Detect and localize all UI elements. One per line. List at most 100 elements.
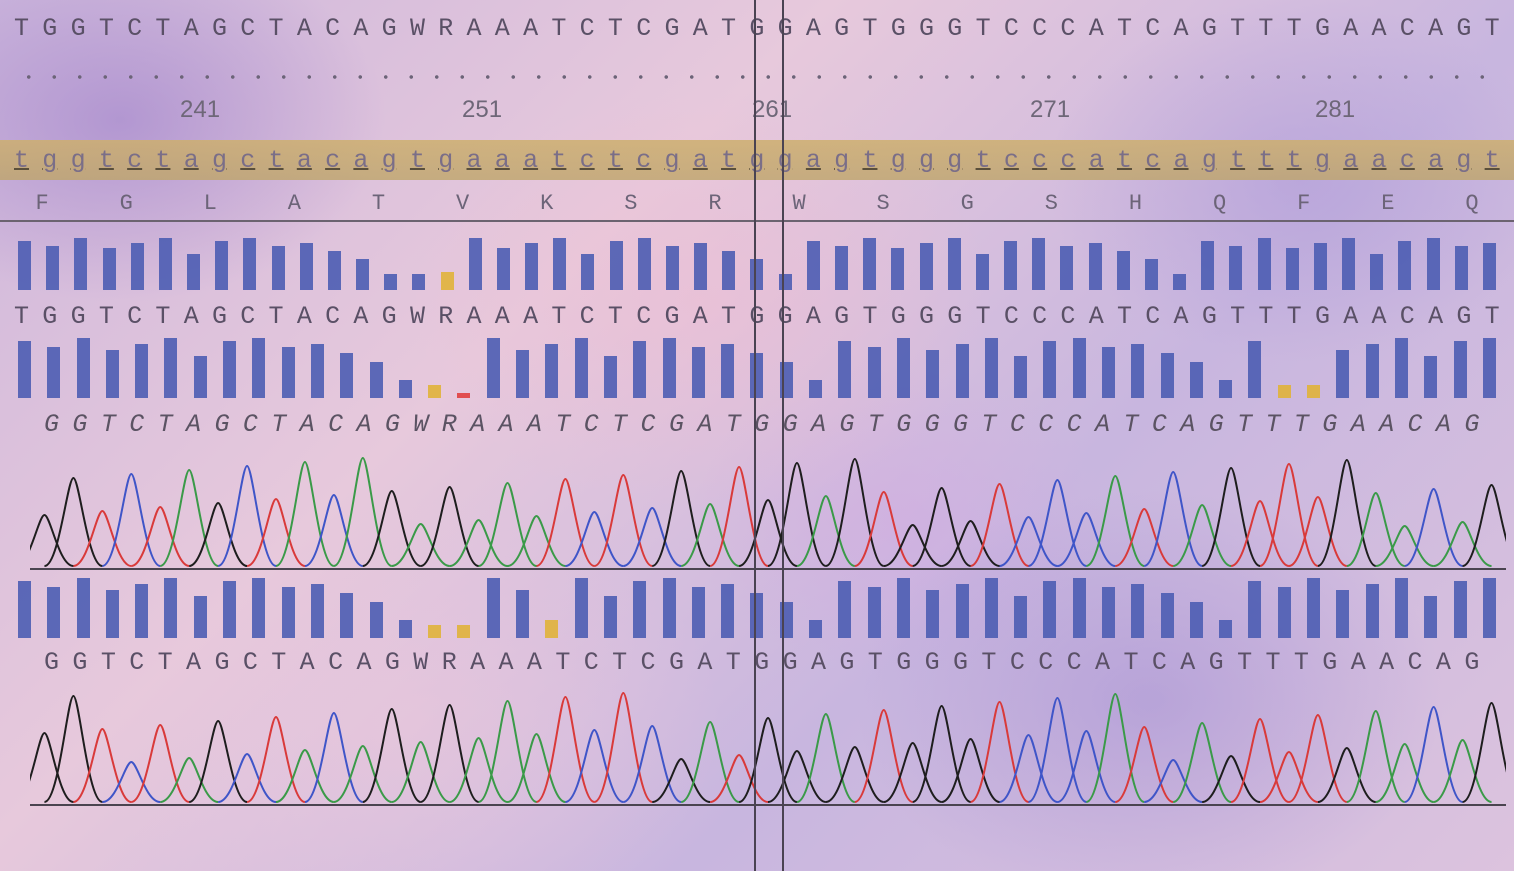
trace-peak (30, 513, 74, 567)
quality-bar (545, 620, 559, 638)
consensus-base: g (890, 145, 906, 175)
consensus-base: t (268, 145, 284, 175)
base-letter: T (555, 409, 571, 439)
quality-bar (955, 584, 969, 638)
position-label-241: 241 (180, 96, 221, 123)
cursor-line-right[interactable] (782, 0, 784, 871)
consensus-base: a (183, 145, 199, 175)
trace-peak (1288, 713, 1348, 803)
quality-bar (310, 344, 324, 398)
consensus-base: a (353, 145, 369, 175)
quality-bar (633, 581, 647, 638)
quality-bar (1453, 581, 1467, 638)
trace-peak (738, 716, 798, 803)
base-letter: C (127, 301, 143, 331)
consensus-base: t (1230, 145, 1246, 175)
quality-bar (1189, 362, 1203, 398)
base-letter: W (409, 13, 425, 43)
consensus-base: t (607, 145, 623, 175)
base-letter: C (240, 13, 256, 43)
base-letter: A (692, 301, 708, 331)
base-letter: T (1265, 647, 1281, 677)
base-letter: C (1003, 301, 1019, 331)
base-letter: A (692, 13, 708, 43)
quality-bar (105, 350, 119, 398)
quality-bar (1453, 341, 1467, 398)
cursor-line-left[interactable] (754, 0, 756, 871)
consensus-base: t (155, 145, 171, 175)
chromatogram-baseline (30, 804, 1506, 806)
base-letter: A (1435, 647, 1451, 677)
quality-bar (281, 587, 295, 638)
base-letter: G (384, 647, 400, 677)
base-letter: G (834, 13, 850, 43)
trace-peak (825, 457, 885, 567)
trace-peak (478, 481, 537, 567)
trace-peak (941, 737, 1000, 803)
quality-bar (18, 240, 31, 290)
amino-acid: Q (1212, 190, 1227, 216)
quality-bar (356, 258, 370, 290)
trace-peak (362, 489, 422, 567)
consensus-base: a (1428, 145, 1444, 175)
consensus-base: a (1343, 145, 1359, 175)
base-letter: C (1032, 13, 1048, 43)
base-letter: C (328, 409, 344, 439)
base-letter: A (523, 301, 539, 331)
base-letter: G (1456, 13, 1472, 43)
base-letter: A (810, 647, 826, 677)
quality-bar (919, 243, 933, 290)
trace-peak (767, 461, 827, 567)
trace-peak (73, 509, 132, 567)
amino-acid: K (540, 190, 554, 216)
base-letter: G (754, 409, 770, 439)
base-letter: T (1286, 13, 1302, 43)
consensus-base: g (211, 145, 227, 175)
base-letter: A (1379, 409, 1395, 439)
quality-bar (1285, 248, 1299, 290)
base-letter: A (1180, 647, 1196, 677)
base-letter: T (100, 647, 116, 677)
trace-peak (565, 510, 624, 567)
quality-bar (926, 350, 940, 398)
quality-bar (1101, 347, 1115, 398)
consensus-base: t (975, 145, 991, 175)
base-letter: T (1237, 409, 1253, 439)
trace-peak (188, 719, 248, 803)
trace-peak (1114, 725, 1174, 803)
trace-peak (449, 518, 508, 567)
consensus-base: t (1116, 145, 1132, 175)
base-letter: T (1484, 13, 1500, 43)
quality-bar (468, 238, 482, 290)
amino-acid: L (203, 190, 217, 216)
base-letter: G (381, 13, 397, 43)
quality-bar (223, 341, 237, 398)
base-letter: G (1201, 301, 1217, 331)
base-letter: C (1145, 13, 1161, 43)
base-letter: G (919, 301, 935, 331)
quality-bar (1160, 593, 1174, 638)
base-letter: A (1428, 301, 1444, 331)
base-letter: C (1399, 13, 1415, 43)
consensus-base: g (777, 145, 793, 175)
base-letter: G (44, 409, 60, 439)
base-letter: A (494, 301, 510, 331)
consensus-base: c (240, 145, 256, 175)
base-letter: T (271, 647, 287, 677)
base-letter: T (1258, 13, 1274, 43)
quality-bar (516, 590, 530, 638)
quality-bar (525, 243, 539, 290)
base-letter: C (1009, 647, 1025, 677)
base-letter: C (325, 13, 341, 43)
quality-bar (1160, 353, 1174, 398)
base-letter: G (668, 409, 684, 439)
ruler-dots (16, 70, 1498, 84)
base-letter: G (1208, 409, 1224, 439)
quality-bar (1336, 350, 1350, 398)
quality-bar (1219, 620, 1233, 638)
quality-bar (187, 253, 201, 290)
trace-peak (941, 519, 1000, 567)
base-letter: A (1350, 647, 1366, 677)
base-letter: T (862, 13, 878, 43)
